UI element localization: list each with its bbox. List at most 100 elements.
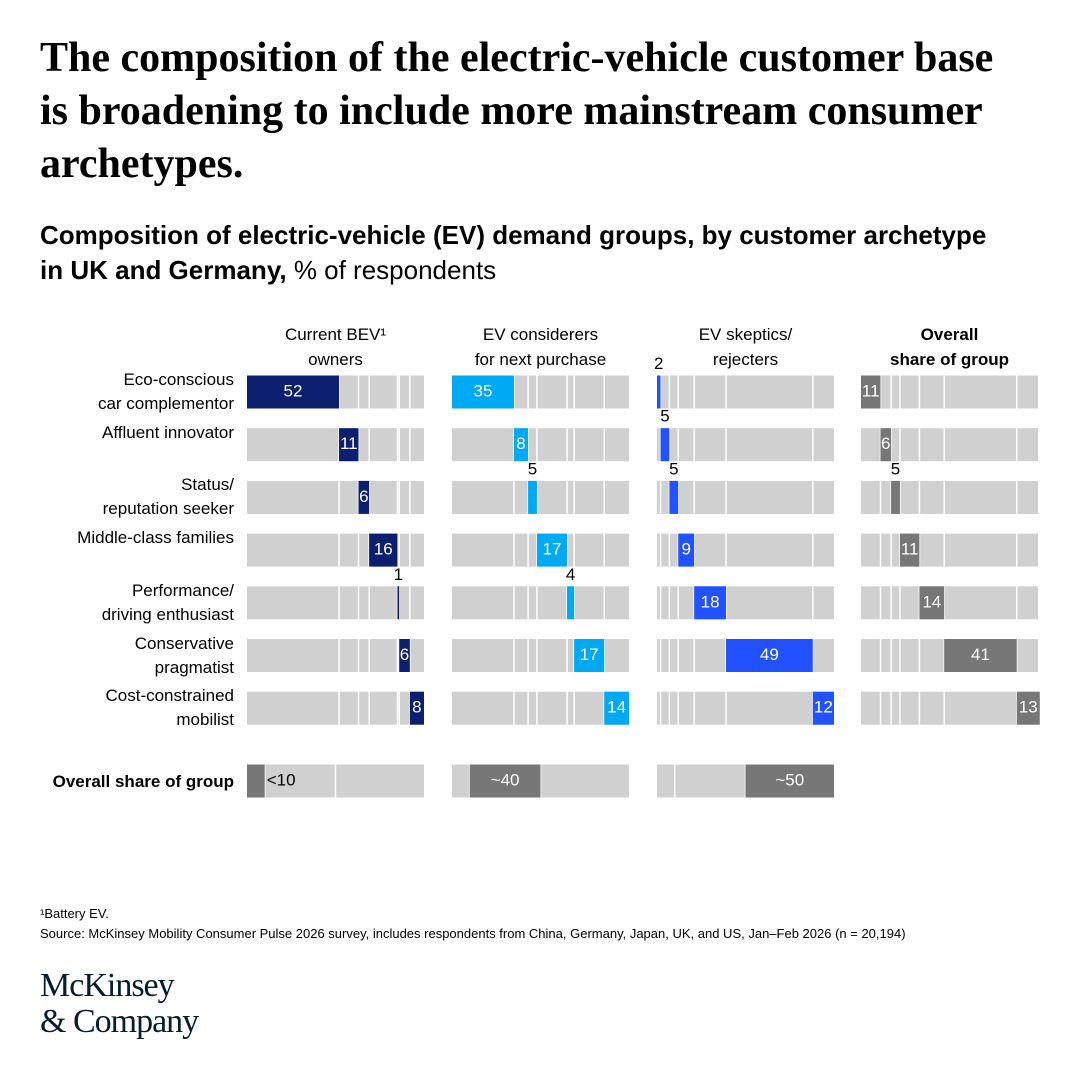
- value-label: 17: [543, 540, 562, 559]
- bar: [812, 691, 834, 725]
- value-label: 18: [701, 592, 720, 611]
- bar: [399, 639, 410, 672]
- value-label: 4: [566, 565, 575, 584]
- value-label: 11: [862, 381, 880, 400]
- value-label: 6: [400, 645, 409, 664]
- track: [861, 533, 1038, 567]
- series-header: Overall share of group: [889, 325, 1009, 369]
- value-label: 17: [580, 645, 599, 664]
- subtitle: Composition of electric-vehicle (EV) dem…: [40, 218, 1000, 288]
- track: [452, 428, 629, 462]
- group-label: Overall share of group: [52, 772, 234, 791]
- bar: [604, 691, 629, 725]
- footnote: ¹Battery EV.: [40, 906, 109, 921]
- bar: [247, 764, 265, 798]
- bar: [669, 480, 679, 514]
- category-label: Conservative pragmatist: [134, 633, 234, 677]
- track: [452, 691, 629, 725]
- bar: [369, 533, 398, 567]
- bar: [745, 764, 834, 798]
- category-label: Affluent innovator: [102, 422, 234, 442]
- value-label: 8: [516, 434, 525, 453]
- bar: [567, 586, 575, 620]
- value-label: 5: [660, 407, 669, 426]
- chart-title: The composition of the electric-vehicle …: [40, 35, 994, 187]
- value-label: 5: [528, 459, 537, 478]
- bar: [899, 533, 920, 567]
- track: [452, 480, 629, 514]
- series-header: EV considerers for next purchase: [474, 325, 607, 369]
- track: [247, 428, 424, 462]
- bar: [891, 480, 900, 514]
- value-label: 2: [654, 354, 663, 373]
- value-label: 6: [881, 434, 890, 453]
- category-label: Middle-class families: [77, 528, 234, 548]
- bar: [536, 533, 568, 567]
- value-label: 6: [359, 487, 368, 506]
- track: [861, 586, 1038, 620]
- logo: McKinsey & Company: [40, 967, 199, 1040]
- subtitle-main: Composition of electric-vehicle (EV) dem…: [40, 220, 987, 285]
- category-label: Eco-conscious car complementor: [97, 370, 234, 413]
- bar: [861, 375, 881, 409]
- track: [657, 586, 834, 620]
- source: Source: McKinsey Mobility Consumer Pulse…: [40, 926, 906, 941]
- track: [247, 586, 424, 620]
- value-label: 14: [922, 592, 941, 611]
- bar: [944, 639, 1017, 672]
- value-label: 1: [394, 565, 403, 584]
- bar: [574, 639, 605, 672]
- series-header: Current BEV¹ owners: [284, 325, 387, 369]
- bar: [919, 586, 945, 620]
- value-label: 14: [607, 698, 626, 717]
- bar: [660, 428, 670, 462]
- track: [657, 428, 834, 462]
- value-label: ~40: [491, 770, 520, 789]
- category-label: Performance/ driving enthusiast: [101, 580, 234, 624]
- bar: [678, 533, 695, 567]
- value-label: 13: [1019, 698, 1038, 717]
- track: [657, 375, 834, 409]
- value-label: 41: [971, 645, 990, 664]
- subtitle-unit: % of respondents: [293, 255, 497, 285]
- track: [247, 691, 424, 725]
- bar: [452, 375, 514, 409]
- track: [861, 691, 1038, 725]
- bar: [469, 764, 541, 798]
- value-label: 11: [340, 434, 358, 453]
- value-label: 52: [284, 381, 303, 400]
- value-label: 9: [681, 540, 690, 559]
- value-label: 8: [412, 698, 421, 717]
- value-label: <10: [267, 770, 296, 789]
- bar: [358, 480, 370, 514]
- track: [452, 586, 629, 620]
- value-label: 5: [891, 459, 900, 478]
- series-header: EV skeptics/ rejecters: [698, 325, 793, 369]
- value-label: ~50: [775, 770, 804, 789]
- track: [861, 375, 1038, 409]
- bar: [339, 428, 359, 462]
- track: [861, 480, 1038, 514]
- bar: [1016, 691, 1040, 725]
- category-label: Status/ reputation seeker: [102, 475, 234, 519]
- bar: [513, 428, 529, 462]
- bar: [880, 428, 892, 462]
- bar: [397, 586, 400, 620]
- value-label: 5: [669, 459, 678, 478]
- track: [247, 480, 424, 514]
- bar: [247, 375, 340, 409]
- track: [247, 639, 424, 672]
- value-label: 49: [760, 645, 779, 664]
- value-label: 12: [814, 698, 833, 717]
- value-label: 11: [901, 540, 919, 559]
- bar: [528, 480, 537, 514]
- value-label: 35: [474, 381, 493, 400]
- track: [657, 691, 834, 725]
- bar: [726, 639, 813, 672]
- bar: [657, 375, 661, 409]
- bar: [409, 691, 424, 725]
- track: [657, 480, 834, 514]
- category-label: Cost-constrained mobilist: [105, 686, 234, 730]
